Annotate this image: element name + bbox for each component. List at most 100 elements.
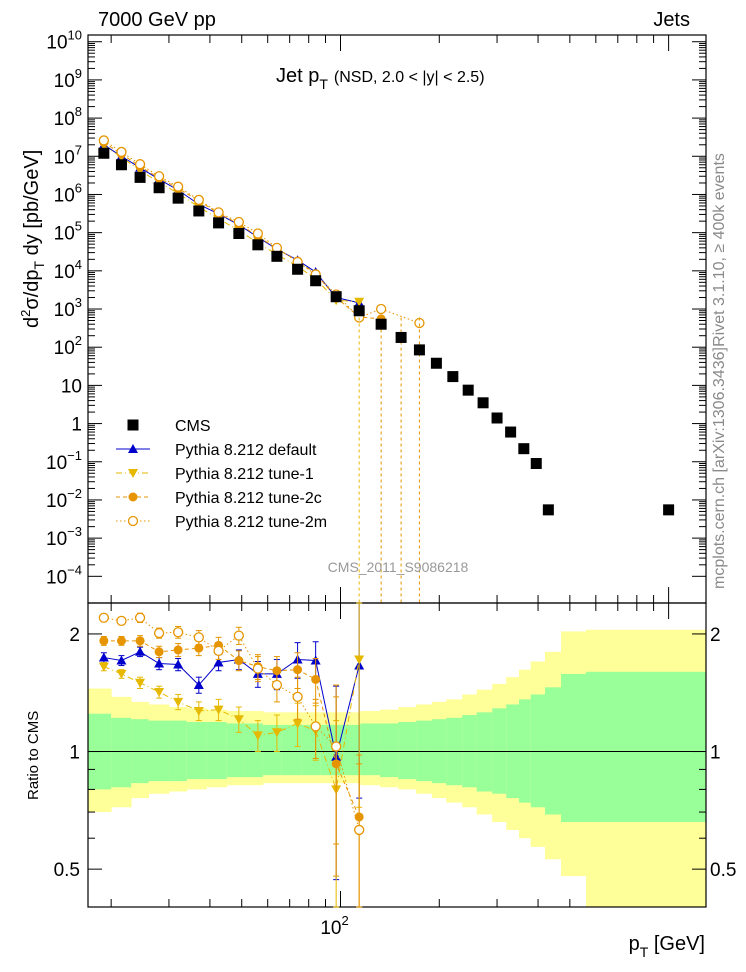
ratio-data-point — [293, 665, 303, 675]
data-point — [447, 371, 459, 383]
data-point — [172, 192, 184, 204]
data-point — [116, 146, 127, 158]
data-point — [233, 227, 245, 239]
band-inner-bin — [301, 724, 322, 776]
data-point — [518, 443, 530, 455]
band-inner-bin — [111, 717, 132, 788]
y-tick-label: 107 — [54, 142, 82, 168]
ratio-data-point — [98, 652, 109, 662]
xlabel-main: p — [629, 933, 640, 955]
ratio-data-point — [99, 636, 109, 646]
main-panel: 101010910810710610510410310210110−110−21… — [46, 28, 707, 907]
y-tick-label: 10−3 — [46, 524, 82, 550]
y-tick-label: 109 — [54, 66, 82, 92]
data-point — [542, 504, 554, 516]
legend-marker — [127, 515, 139, 527]
ratio-frame-box — [87, 602, 707, 908]
band-inner-bin — [519, 699, 532, 803]
legend: CMS Pythia 8.212 default Pythia 8.212 tune… — [116, 418, 327, 531]
ratio-data-point — [154, 658, 165, 668]
ratio-data-point — [193, 680, 204, 690]
ratio-y-tick-label-right: 1 — [710, 743, 721, 764]
ratio-data-point — [233, 715, 244, 725]
data-point — [430, 357, 442, 369]
band-inner-bin — [226, 723, 246, 778]
ratio-data-point — [135, 646, 146, 656]
ratio-data-point — [116, 669, 127, 679]
header-left: 7000 GeV pp — [98, 9, 216, 31]
y-tick-label: 105 — [54, 219, 82, 245]
ratio-data-point — [194, 643, 204, 653]
legend-marker — [128, 444, 138, 453]
x-axis-label: pT [GeV] — [629, 933, 705, 960]
data-point — [134, 171, 146, 183]
data-point — [663, 504, 675, 516]
xlabel-tail: [GeV] — [648, 933, 705, 955]
data-point — [462, 384, 474, 396]
band-inner-bin — [398, 722, 417, 780]
ratio-data-point — [193, 632, 204, 643]
ratio-data-point — [193, 706, 204, 716]
ratio-data-point — [173, 697, 184, 707]
data-point — [153, 182, 165, 194]
y-tick-label: 10−1 — [46, 448, 82, 474]
ratio-data-point — [271, 679, 283, 691]
data-point — [252, 228, 264, 239]
band-inner-bin — [206, 722, 228, 780]
title-sub: T — [319, 76, 328, 92]
data-point — [413, 344, 425, 356]
ratio-data-point — [310, 721, 321, 732]
band-inner-bin — [168, 720, 188, 782]
ratio-data-point — [292, 719, 303, 729]
ratio-data-point — [153, 627, 165, 639]
ratio-data-point — [233, 630, 244, 641]
band-inner-bin — [360, 723, 381, 776]
band-inner-bin — [148, 720, 170, 782]
title-tail: (NSD, 2.0 < |y| < 2.5) — [334, 69, 485, 86]
ratio-data-point — [173, 645, 183, 655]
ratio-data-point — [213, 657, 224, 667]
ratio-data-point — [311, 674, 321, 684]
ratio-data-point — [116, 636, 126, 646]
rivet-label: Rivet 3.1.10, ≥ 400k events — [711, 153, 728, 347]
data-point — [98, 135, 109, 146]
data-point — [153, 171, 165, 182]
ratio-data-point — [135, 678, 146, 688]
y-tick-label: 108 — [54, 104, 82, 130]
ratio-y-tick-label-right: 0.5 — [710, 860, 736, 881]
data-point — [115, 159, 127, 171]
y-tick-label: 104 — [54, 257, 82, 283]
data-point — [353, 305, 365, 317]
band-inner-bin — [340, 724, 361, 776]
data-point — [395, 331, 407, 343]
data-point — [271, 250, 283, 262]
data-point — [310, 275, 322, 287]
ratio-panel: 102 0.5 0.5 1 1 2 2 — [54, 602, 736, 939]
ratio-ylabel: Ratio to CMS — [25, 711, 42, 800]
x-tick-label: 102 — [320, 913, 348, 939]
ratio-data-point — [331, 741, 342, 752]
data-point — [213, 217, 225, 229]
legend-label: Pythia 8.212 tune-2m — [175, 514, 327, 531]
watermark: CMS_2011_S9086218 — [328, 559, 469, 575]
data-point — [292, 263, 304, 275]
ratio-data-point — [173, 659, 184, 669]
data-point — [491, 412, 503, 424]
ratio-y-tick-label: 0.5 — [54, 860, 80, 881]
data-point — [375, 318, 387, 330]
band-inner-bin — [416, 720, 433, 782]
ratio-y-tick-label: 1 — [69, 743, 80, 764]
data-point — [505, 426, 517, 438]
data-point — [98, 147, 110, 159]
main-ylabel: d2σ/dpT dy [pb/GeV] — [18, 150, 47, 328]
data-point — [375, 303, 387, 315]
title-main: Jet p — [276, 65, 319, 87]
data-point — [233, 216, 244, 228]
legend-label: Pythia 8.212 tune-2c — [175, 490, 322, 507]
band-inner-bin — [544, 687, 562, 815]
ratio-y-tick-label: 2 — [69, 625, 80, 646]
ratio-data-point — [98, 612, 109, 623]
ratio-data-point — [292, 691, 303, 703]
legend-label: Pythia 8.212 tune-1 — [175, 466, 314, 483]
ratio-data-point — [98, 662, 109, 672]
